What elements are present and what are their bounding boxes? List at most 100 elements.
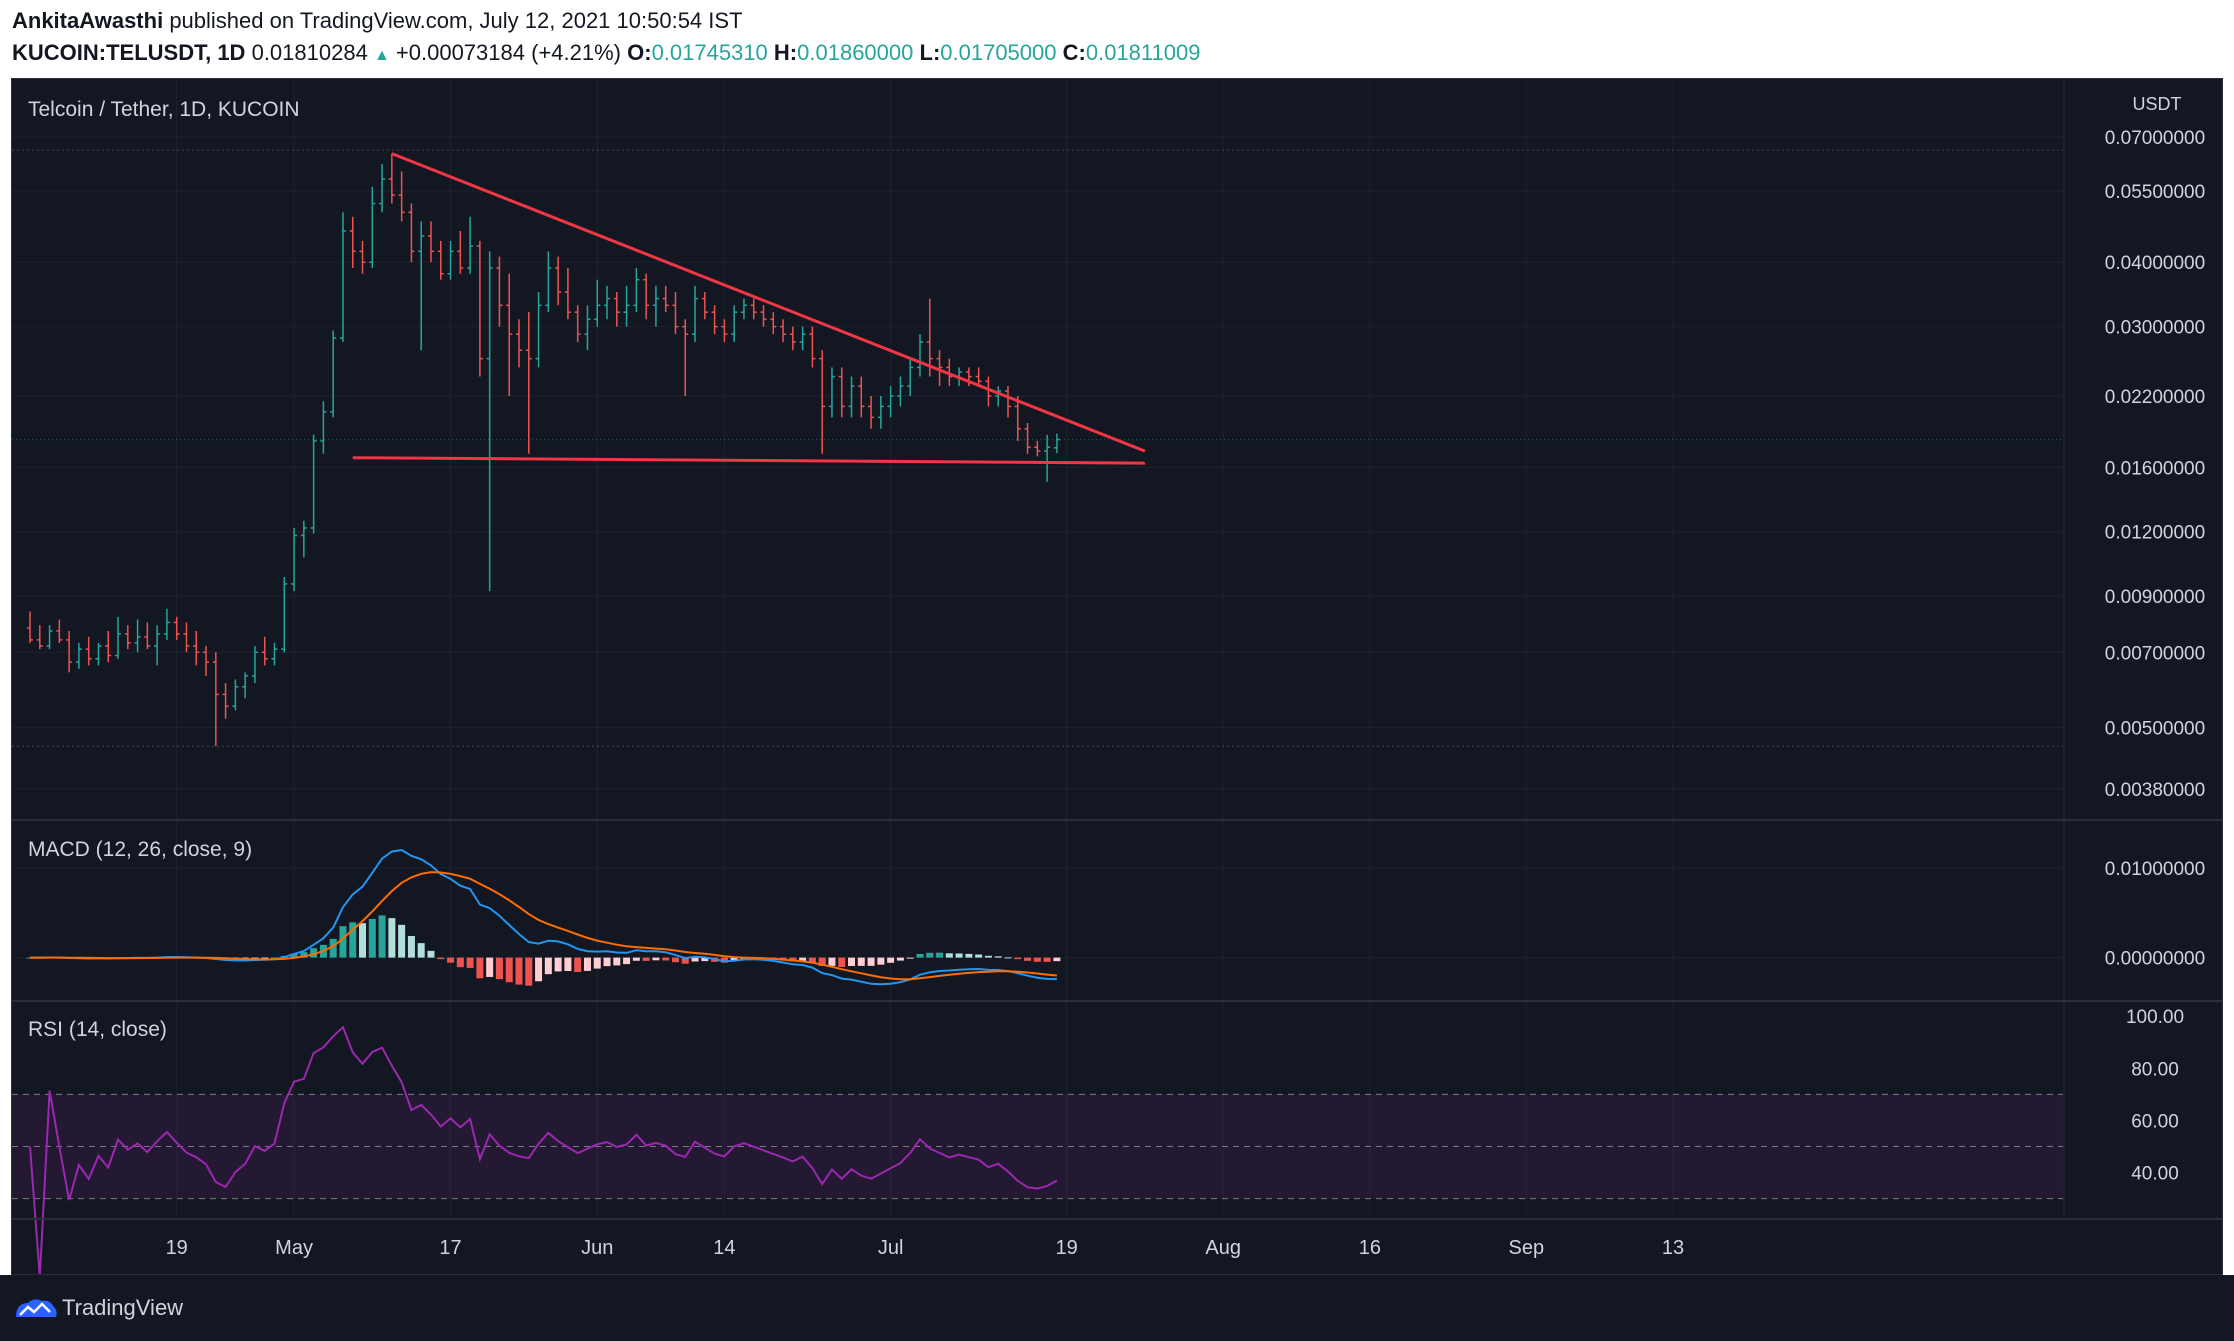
- macd-hist-bar-55: [564, 957, 572, 972]
- macd-hist-bar-42: [437, 957, 445, 960]
- chart-svg[interactable]: 0.07000000 0.05500000 0.04000000 0.03000000…: [12, 79, 2222, 1277]
- low-value: 0.01705000: [940, 40, 1057, 65]
- macd-hist-bar-24: [261, 957, 269, 959]
- macd-hist-bar-100: [1004, 957, 1012, 959]
- macd-hist-bar-51: [525, 957, 533, 986]
- macd-hist-bar-48: [495, 957, 503, 980]
- time-tick-3: Jun: [581, 1237, 613, 1259]
- rsi-tick-1: 80.00: [2131, 1059, 2179, 1080]
- time-tick-9: Sep: [1509, 1237, 1545, 1259]
- time-tick-4: 14: [713, 1237, 735, 1259]
- candles: [27, 153, 1060, 747]
- macd-hist-bar-28: [300, 952, 308, 958]
- rsi-plot: [29, 1025, 1058, 1277]
- time-tick-8: 16: [1359, 1237, 1381, 1259]
- symbol-label[interactable]: KUCOIN:TELUSDT, 1D: [12, 40, 246, 65]
- published-text: published on TradingView.com, July 12, 2…: [169, 8, 743, 33]
- macd-hist-bar-47: [486, 957, 494, 977]
- macd-hist-bar-96: [965, 953, 973, 958]
- macd-hist-bar-45: [466, 957, 474, 968]
- rsi-pane-title: RSI (14, close): [28, 1018, 167, 1041]
- author-name[interactable]: AnkitaAwasthi: [12, 8, 164, 33]
- macd-hist-bar-79: [799, 957, 807, 962]
- macd-hist-bar-50: [515, 957, 523, 985]
- high-value: 0.01860000: [797, 40, 914, 65]
- macd-hist-bar-71: [720, 957, 728, 963]
- price-tick-3: 0.03000000: [2105, 318, 2205, 339]
- macd-hist-bar-103: [1033, 957, 1041, 962]
- macd-hist-bar-33: [349, 922, 357, 958]
- signal-line: [30, 871, 1057, 981]
- macd-hist-bar-44: [456, 957, 464, 968]
- time-tick-7: Aug: [1205, 1237, 1241, 1259]
- macd-hist-bar-43: [447, 957, 455, 963]
- macd-hist-bar-63: [642, 957, 650, 961]
- macd-hist-bar-60: [613, 957, 621, 966]
- up-arrow-icon: ▲: [373, 47, 390, 64]
- macd-hist-bar-86: [867, 957, 875, 966]
- macd-hist-bar-61: [623, 957, 631, 965]
- macd-hist-bar-35: [368, 919, 376, 958]
- macd-hist-bar-88: [887, 957, 895, 963]
- macd-hist-bar-40: [417, 943, 425, 958]
- macd-plot: [26, 848, 1061, 986]
- macd-hist-bar-31: [329, 938, 337, 958]
- main-pane-title: Telcoin / Tether, 1D, KUCOIN: [28, 98, 300, 121]
- macd-hist-bar-39: [407, 935, 415, 958]
- macd-hist-bar-95: [955, 953, 963, 958]
- chart-container[interactable]: 0.07000000 0.05500000 0.04000000 0.03000000…: [11, 78, 2223, 1277]
- macd-hist-bar-25: [271, 957, 278, 959]
- macd-hist-bar-52: [535, 957, 543, 982]
- open-label: O:: [627, 40, 652, 65]
- macd-hist-bar-84: [848, 957, 856, 966]
- macd-hist-bar-49: [505, 957, 513, 983]
- macd-hist-bar-94: [945, 953, 953, 958]
- tradingview-logo-icon[interactable]: [14, 1295, 58, 1321]
- trendline-descending-resistance[interactable]: [391, 152, 1146, 453]
- macd-hist-bar-54: [554, 957, 562, 972]
- macd-hist-bar-68: [691, 957, 699, 962]
- macd-hist-bar-41: [427, 950, 435, 958]
- price-tick-10: 0.00380000: [2105, 780, 2205, 801]
- price-tick-0: 0.07000000: [2105, 128, 2205, 149]
- rsi-tick-3: 40.00: [2131, 1164, 2179, 1185]
- time-tick-10: 13: [1662, 1237, 1684, 1259]
- macd-hist-bar-65: [662, 957, 670, 961]
- macd-hist-bar-64: [652, 957, 660, 961]
- macd-hist-bar-98: [984, 955, 992, 958]
- macd-hist-bar-67: [681, 957, 689, 964]
- tradingview-brand[interactable]: TradingView: [62, 1295, 184, 1320]
- macd-hist-bar-87: [877, 957, 885, 965]
- macd-line: [29, 848, 1057, 986]
- macd-hist-bar-92: [926, 952, 934, 958]
- macd-hist-bar-23: [251, 957, 259, 959]
- rsi-tick-2: 60.00: [2131, 1111, 2179, 1132]
- macd-hist-bar-72: [730, 957, 738, 962]
- legend-ohlc: KUCOIN:TELUSDT, 1D 0.01810284 ▲ +0.00073…: [12, 40, 1200, 66]
- price-tick-6: 0.01200000: [2105, 523, 2205, 544]
- price-tick-5: 0.01600000: [2105, 458, 2205, 479]
- macd-hist-bar-105: [1053, 957, 1061, 962]
- price-tick-7: 0.00900000: [2105, 587, 2205, 608]
- price-tick-4: 0.02200000: [2105, 387, 2205, 408]
- macd-tick-0: 0.01000000: [2105, 859, 2205, 880]
- rsi-band: [12, 1093, 2063, 1200]
- macd-hist-bar-90: [906, 957, 914, 959]
- trendlines[interactable]: [352, 152, 1146, 465]
- trendline-horizontal-support[interactable]: [352, 456, 1145, 465]
- time-tick-6: 19: [1056, 1237, 1078, 1259]
- macd-hist-bar-104: [1043, 957, 1051, 962]
- time-tick-1: May: [275, 1237, 313, 1259]
- footer: TradingView: [0, 1275, 2234, 1341]
- macd-hist-bar-59: [603, 957, 611, 967]
- macd-hist-bar-81: [818, 957, 826, 966]
- rsi-tick-0: 100.00: [2126, 1007, 2184, 1028]
- macd-hist-bar-58: [593, 957, 601, 969]
- macd-hist-bar-69: [701, 957, 709, 962]
- macd-hist-bar-83: [838, 957, 846, 968]
- macd-hist-bar-27: [290, 953, 298, 958]
- macd-hist-bar-102: [1024, 957, 1032, 961]
- macd-tick-1: 0.00000000: [2105, 949, 2205, 970]
- price-tick-9: 0.00500000: [2105, 719, 2205, 740]
- macd-hist-bar-62: [632, 957, 640, 961]
